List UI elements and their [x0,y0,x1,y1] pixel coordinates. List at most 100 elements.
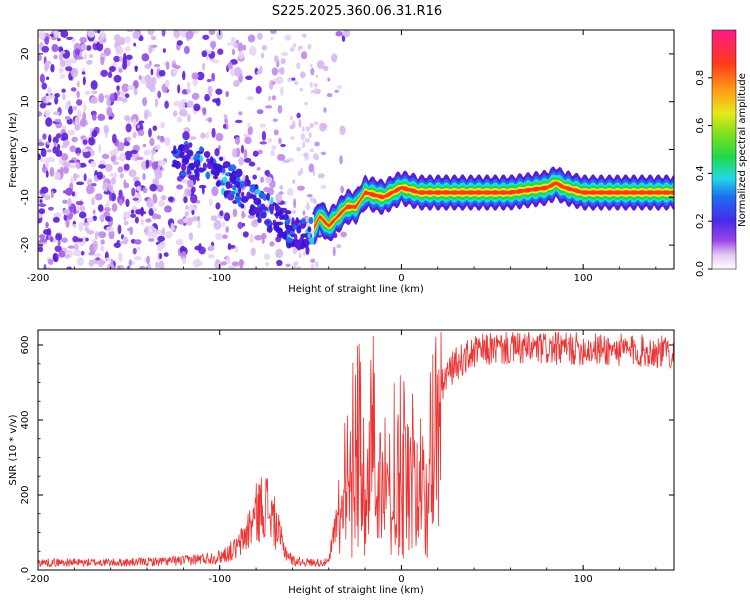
spectrogram-blob [76,181,85,186]
spectrogram-blob [238,111,243,116]
spectrogram-blob [331,53,338,63]
spectrogram-blob [196,215,200,222]
spectrogram-blob [225,91,229,98]
spectrogram-blob [72,235,79,243]
spectrogram-blob [275,76,284,85]
spectrogram-blob [133,42,137,47]
spectrogram-blob [160,121,166,129]
spectrogram-blob [52,216,60,223]
spectrogram-blob [289,47,295,52]
spectrogram-ridge-blob [234,180,241,188]
spectrogram-blob [171,63,177,69]
spectrogram-blob [259,123,267,128]
spectrogram-blob [44,62,49,72]
spectrogram-ridge-blob [188,162,196,170]
spectrogram-blob [182,70,186,81]
spectrogram-blob [312,169,316,177]
spectrogram-blob [202,34,210,40]
spectrogram-blob [284,34,292,41]
spectrogram-blob [68,159,75,164]
spectrogram-blob [292,247,298,255]
spectrogram-blob [127,227,133,232]
spectrogram-blob [111,203,118,212]
spectrogram-blob [118,68,123,73]
spectrogram-ridge-blob [266,225,273,233]
spectrogram-ridge-blob [194,152,201,161]
spectrogram-blob [302,152,308,158]
spectrogram-blob [150,35,157,41]
spectrogram-x-ticks: -200 -100 0 100 [27,30,657,284]
spectrogram-blob [163,61,167,66]
spectrogram-blob [41,82,48,90]
snr-y-ticks: 0 200 400 600 [20,335,674,573]
spectrogram-blob [74,48,81,56]
spectrogram-ridge-blob [206,158,211,163]
spectrogram-blob [154,98,159,108]
spectrogram-blob [164,100,169,109]
spectrogram-blob [65,187,73,196]
spectrogram-blob [260,52,265,59]
spectrogram-ridge-blob [222,176,228,184]
spectrogram-blob [139,210,147,215]
spectrogram-blob [277,154,286,161]
spectrogram-blob [227,61,233,70]
spectrogram-blob [100,69,109,77]
spectrogram-blob [326,93,333,98]
spectrogram-blob [298,252,302,259]
spectrogram-blob [257,149,263,155]
spectrogram-blob [146,198,154,208]
spectrogram-blob [210,215,218,221]
spectrogram-blob [82,150,91,159]
spectrogram-blob [49,236,54,243]
spectrogram-blob [137,129,145,137]
spectrogram-blob [144,74,152,83]
spectrogram-blob [38,203,47,207]
spectrogram-blob [193,103,201,112]
spectrogram-blob [216,30,223,40]
spectrogram-blob [84,226,90,232]
spectrogram-blob [268,95,271,101]
spectrogram-blob [75,205,80,212]
snr-x-tick-label: -200 [27,574,50,585]
spectrogram-blob [264,176,273,184]
spectrogram-blob [58,67,64,74]
spectrogram-blob [45,76,50,80]
spectrogram-blob [321,123,328,129]
snr-y-tick-label: 600 [20,335,31,354]
spectrogram-ridge-blob [241,191,245,197]
spectrogram-blob [38,30,46,41]
spectrogram-blob [72,105,78,111]
spectrogram-blob [53,141,57,149]
spectrogram-blob [90,80,98,90]
spectrogram-blob [202,107,207,115]
spectrogram-ridge-blob [253,197,262,206]
spectrogram-blob [61,132,69,141]
spectrogram-y-tick-label: 10 [20,95,31,108]
spectrogram-blob [108,116,113,120]
spectrogram-blob [122,56,127,66]
spectrogram-blob [128,169,137,177]
spectrogram-blob [191,209,195,216]
spectrogram-blob [73,249,82,257]
spectrogram-blob [90,96,99,104]
spectrogram-blob [220,261,227,266]
spectrogram-blob [172,110,178,117]
spectrogram-blob [184,188,192,197]
spectrogram-blob [112,148,120,154]
spectrogram-blob [56,37,61,42]
spectrogram-blob [263,253,271,260]
spectrogram-blob [113,74,122,83]
spectrogram-blob [71,136,78,143]
spectrogram-blob [335,31,343,37]
spectrogram-blob [273,55,279,63]
spectrogram-blob [57,239,61,247]
spectrogram-blob [256,167,261,171]
spectrogram-blob [124,93,130,98]
spectrogram-blob [122,236,129,245]
spectrogram-blob [38,234,46,239]
spectrogram-blob [53,111,61,116]
spectrogram-blob [339,155,343,165]
spectrogram-blob [127,265,131,269]
spectrogram-blob [108,230,115,240]
